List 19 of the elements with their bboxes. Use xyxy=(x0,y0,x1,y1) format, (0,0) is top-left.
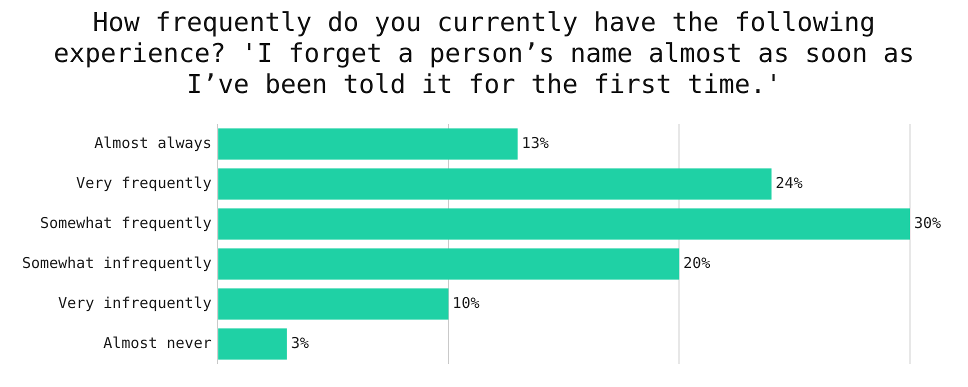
y-tick-label: Very frequently xyxy=(76,174,212,192)
data-label: 13% xyxy=(522,134,549,152)
bar xyxy=(218,168,772,200)
bar xyxy=(218,288,448,320)
bar xyxy=(218,328,287,360)
data-label: 10% xyxy=(452,294,480,312)
data-label: 30% xyxy=(914,214,942,232)
bar xyxy=(218,208,910,240)
y-tick-label: Very infrequently xyxy=(58,294,212,312)
data-label: 24% xyxy=(776,174,803,192)
y-tick-label: Somewhat infrequently xyxy=(22,254,212,272)
data-label: 20% xyxy=(683,254,710,272)
bar xyxy=(218,248,680,280)
bar xyxy=(218,128,518,160)
y-tick-label: Almost always xyxy=(94,134,212,152)
chart-title: How frequently do you currently have the following experience? 'I forget a person’s name almost as soon as I’ve been told it for the first time.' xyxy=(52,8,916,101)
data-label: 3% xyxy=(290,334,309,352)
y-tick-label: Somewhat frequently xyxy=(40,214,212,232)
y-tick-label: Almost never xyxy=(103,334,212,352)
